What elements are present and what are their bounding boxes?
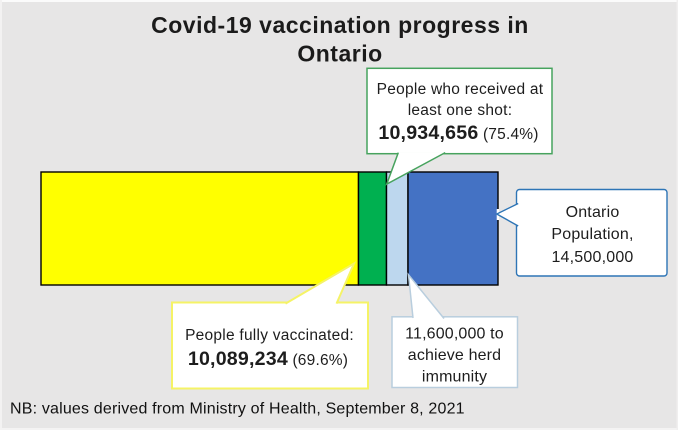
svg-text:10,089,234 (69.6%): 10,089,234 (69.6%)	[188, 348, 348, 370]
svg-text:People fully vaccinated:: People fully vaccinated:	[185, 327, 354, 344]
svg-text:Ontario: Ontario	[297, 40, 382, 66]
svg-text:People who received at: People who received at	[377, 81, 544, 98]
svg-text:NB: values derived from Minist: NB: values derived from Ministry of Heal…	[10, 401, 465, 418]
svg-text:achieve herd: achieve herd	[408, 347, 501, 364]
svg-text:10,934,656 (75.4%): 10,934,656 (75.4%)	[378, 122, 538, 144]
svg-text:Ontario: Ontario	[566, 204, 620, 221]
svg-text:11,600,000 to: 11,600,000 to	[405, 325, 504, 342]
svg-text:14,500,000: 14,500,000	[551, 249, 633, 266]
svg-text:Covid-19 vaccination progress: Covid-19 vaccination progress in	[151, 12, 529, 38]
svg-text:least one shot:: least one shot:	[408, 102, 513, 119]
svg-text:Population,: Population,	[551, 226, 633, 243]
svg-text:immunity: immunity	[422, 369, 487, 386]
